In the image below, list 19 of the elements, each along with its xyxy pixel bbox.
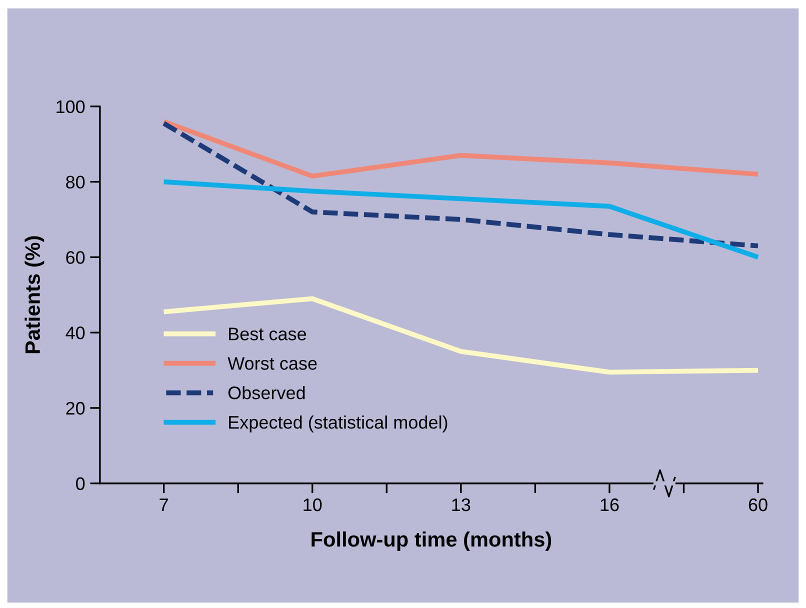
x-tick-label: 16 <box>600 498 619 512</box>
x-tick-label: 60 <box>748 498 768 512</box>
y-tick-label: 100 <box>56 100 85 114</box>
y-tick-label: 60 <box>66 251 85 264</box>
legend-label: Observed <box>228 386 305 400</box>
y-tick-label: 0 <box>76 477 85 490</box>
y-axis-title: Patients (%) <box>24 236 44 354</box>
legend-label: Worst case <box>228 357 317 370</box>
y-tick-label: 20 <box>66 402 85 415</box>
legend-label: Best case <box>229 328 306 340</box>
x-tick-label: 13 <box>452 498 470 512</box>
x-tick-label: 7 <box>160 498 168 512</box>
line-series <box>161 120 760 248</box>
x-axis-title: Follow-up time (months) <box>312 531 552 551</box>
y-tick-label: 40 <box>66 326 85 340</box>
x-tick-label: 10 <box>304 498 322 512</box>
y-tick-label: 80 <box>66 176 85 189</box>
legend-label: Expected (statistical model) <box>229 416 448 432</box>
line-series <box>161 119 760 179</box>
